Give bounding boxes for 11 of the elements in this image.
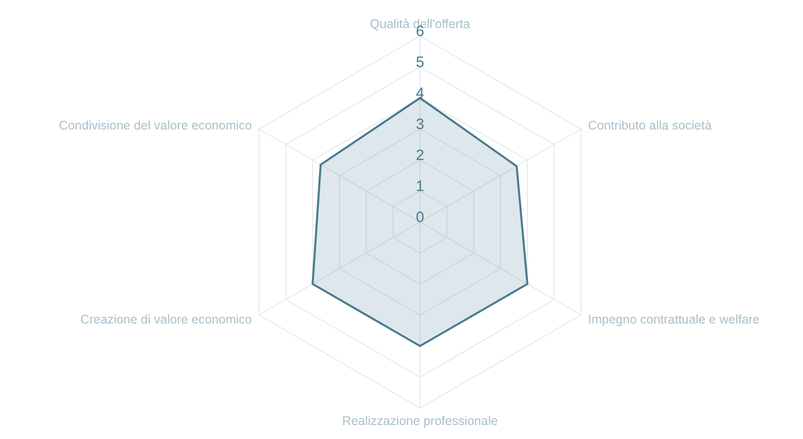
y-tick-label: 0 <box>416 209 424 226</box>
y-tick-label: 4 <box>416 85 424 102</box>
spoke-label: Creazione di valore economico <box>80 312 252 326</box>
y-tick-label: 1 <box>416 178 424 195</box>
spoke-label: Condivisione del valore economico <box>58 118 252 132</box>
y-tick-label: 2 <box>416 147 424 164</box>
y-tick-label: 5 <box>416 54 424 71</box>
spoke-label: Impegno contrattuale e welfare <box>588 312 760 326</box>
y-tick-label: 3 <box>416 116 424 133</box>
spoke-label: Contributo alla società <box>588 118 712 132</box>
spoke-label: Realizzazione professionale <box>342 414 498 428</box>
